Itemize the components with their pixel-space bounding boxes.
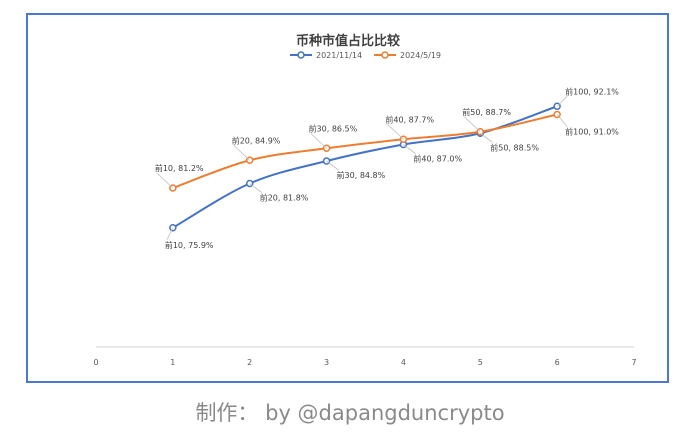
- data-label: 前20, 81.8%: [260, 193, 309, 203]
- chart-title: 币种市值占比比较: [296, 33, 400, 49]
- data-label: 前50, 88.7%: [462, 107, 511, 117]
- x-tick-label: 3: [324, 358, 329, 367]
- data-label: 前20, 84.9%: [232, 135, 281, 145]
- legend: 2021/11/14 2024/5/19: [290, 51, 441, 60]
- series-line: [172, 113, 558, 189]
- data-label: 前10, 81.2%: [155, 163, 204, 173]
- data-label: 前30, 84.8%: [337, 170, 386, 180]
- legend-marker: [297, 51, 305, 59]
- label-leader: [166, 227, 174, 240]
- label-leader: [387, 123, 404, 140]
- chart-svg: 币种市值占比比较 2021/11/14 2024/5/19 0 1 2 3 4 5 6 7 前1…: [93, 33, 637, 367]
- label-leader: [326, 160, 339, 171]
- x-axis: 0 1 2 3 4 5 6 7: [93, 346, 637, 367]
- legend-item: 2024/5/19: [374, 51, 441, 60]
- series-layer: [169, 102, 561, 232]
- legend-label: 2021/11/14: [316, 51, 362, 60]
- label-leader: [156, 172, 174, 189]
- legend-item: 2021/11/14: [290, 51, 362, 60]
- label-leader: [556, 95, 568, 107]
- credit-text: 制作： by @dapangduncrypto: [195, 401, 505, 425]
- series-1: [169, 110, 561, 192]
- x-tick-label: 6: [555, 358, 560, 367]
- label-leader: [249, 183, 262, 193]
- chart-frame: 币种市值占比比较 2021/11/14 2024/5/19 0 1 2 3 4 5 6 7 前1…: [26, 13, 669, 383]
- data-label: 前10, 75.9%: [165, 240, 214, 250]
- legend-marker: [381, 51, 389, 59]
- x-tick-label: 2: [247, 358, 252, 367]
- label-leader: [233, 144, 250, 161]
- x-tick-label: 0: [93, 358, 98, 367]
- label-leader: [480, 132, 493, 143]
- x-tick-label: 4: [401, 358, 406, 367]
- data-label: 前40, 87.0%: [413, 154, 462, 164]
- legend-label: 2024/5/19: [400, 51, 441, 60]
- label-leader: [310, 132, 327, 149]
- label-leader: [403, 144, 416, 154]
- data-label: 前100, 91.0%: [565, 127, 619, 137]
- label-leader: [464, 116, 481, 133]
- data-label: 前30, 86.5%: [309, 123, 358, 133]
- x-tick-label: 5: [478, 358, 483, 367]
- x-tick-label: 1: [170, 358, 175, 367]
- data-label: 前50, 88.5%: [490, 142, 539, 152]
- data-label: 前100, 92.1%: [565, 86, 619, 96]
- x-tick-label: 7: [631, 358, 636, 367]
- data-labels: 前10, 75.9% 前20, 81.8% 前30, 84.8% 前40, 87.0%…: [155, 86, 619, 250]
- label-leader: [556, 114, 568, 127]
- data-label: 前40, 87.7%: [385, 114, 434, 124]
